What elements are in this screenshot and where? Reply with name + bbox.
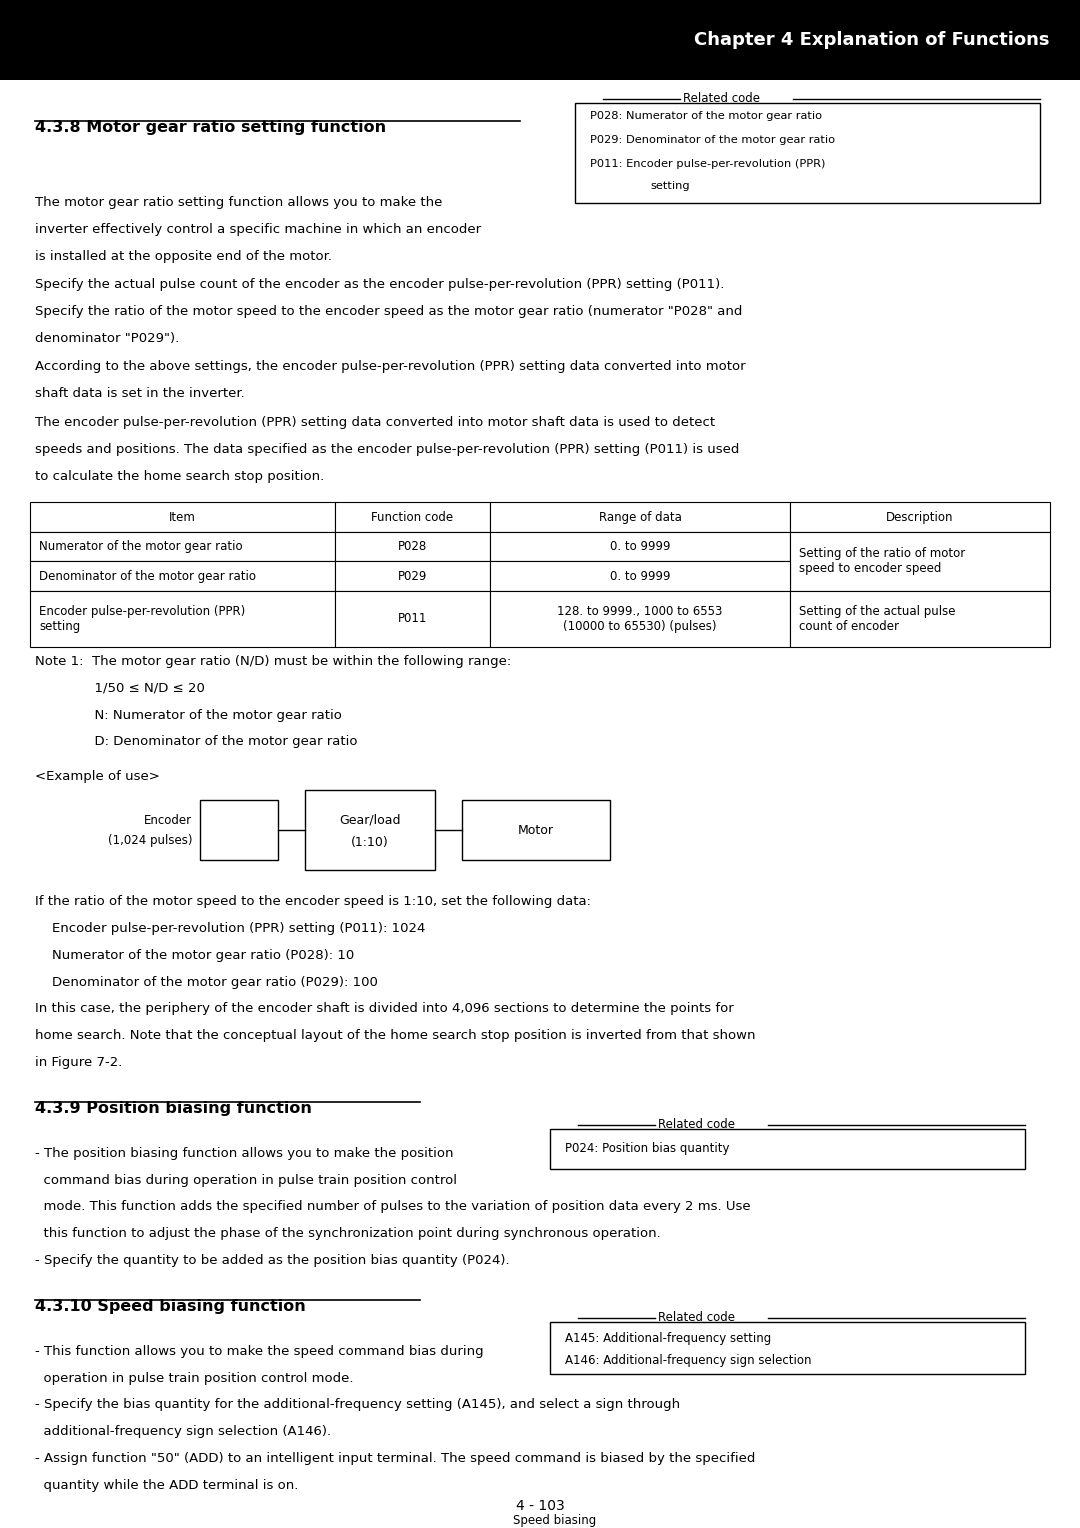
Text: P011: P011 bbox=[397, 613, 428, 625]
Text: P028: Numerator of the motor gear ratio: P028: Numerator of the motor gear ratio bbox=[590, 112, 822, 121]
Text: - The position biasing function allows you to make the position: - The position biasing function allows y… bbox=[35, 1146, 454, 1160]
Text: P028: P028 bbox=[397, 541, 427, 553]
Text: Specify the ratio of the motor speed to the encoder speed as the motor gear rati: Specify the ratio of the motor speed to … bbox=[35, 304, 742, 318]
Text: Speed biasing: Speed biasing bbox=[513, 1514, 596, 1526]
Text: operation in pulse train position control mode.: operation in pulse train position contro… bbox=[35, 1372, 353, 1384]
Bar bbox=[550, 1322, 1025, 1374]
Text: P011: Encoder pulse-per-revolution (PPR): P011: Encoder pulse-per-revolution (PPR) bbox=[590, 159, 825, 170]
Text: Related code: Related code bbox=[683, 93, 760, 105]
Bar bbox=[789, 591, 1050, 646]
Text: mode. This function adds the specified number of pulses to the variation of posi: mode. This function adds the specified n… bbox=[35, 1201, 751, 1213]
Text: command bias during operation in pulse train position control: command bias during operation in pulse t… bbox=[35, 1174, 457, 1187]
Text: in Figure 7-2.: in Figure 7-2. bbox=[35, 1056, 122, 1070]
Bar bbox=[789, 503, 1050, 532]
Text: Related code: Related code bbox=[658, 1118, 735, 1131]
Text: (1:10): (1:10) bbox=[351, 836, 389, 848]
Text: - Assign function "50" (ADD) to an intelligent input terminal. The speed command: - Assign function "50" (ADD) to an intel… bbox=[35, 1452, 755, 1465]
Text: Item: Item bbox=[170, 510, 195, 524]
Bar bbox=[335, 503, 490, 532]
Text: 4.3.10 Speed biasing function: 4.3.10 Speed biasing function bbox=[35, 1299, 306, 1314]
Text: Encoder pulse-per-revolution (PPR) setting (P011): 1024: Encoder pulse-per-revolution (PPR) setti… bbox=[35, 921, 426, 935]
Text: additional-frequency sign selection (A146).: additional-frequency sign selection (A14… bbox=[35, 1426, 332, 1438]
Text: Numerator of the motor gear ratio: Numerator of the motor gear ratio bbox=[39, 541, 243, 553]
Bar bbox=[335, 591, 490, 646]
Text: According to the above settings, the encoder pulse-per-revolution (PPR) setting : According to the above settings, the enc… bbox=[35, 361, 745, 373]
Text: inverter effectively control a specific machine in which an encoder: inverter effectively control a specific … bbox=[35, 223, 481, 235]
Text: P029: Denominator of the motor gear ratio: P029: Denominator of the motor gear rati… bbox=[590, 134, 835, 145]
Text: The encoder pulse-per-revolution (PPR) setting data converted into motor shaft d: The encoder pulse-per-revolution (PPR) s… bbox=[35, 416, 715, 429]
Text: Related code: Related code bbox=[658, 1311, 735, 1325]
Bar bbox=[305, 790, 435, 869]
Bar bbox=[335, 561, 490, 591]
Text: Description: Description bbox=[887, 510, 954, 524]
Bar bbox=[490, 532, 789, 561]
Bar bbox=[490, 503, 789, 532]
Text: denominator "P029").: denominator "P029"). bbox=[35, 332, 179, 345]
Text: 0. to 9999: 0. to 9999 bbox=[610, 570, 671, 582]
Text: 1/50 ≤ N/D ≤ 20: 1/50 ≤ N/D ≤ 20 bbox=[35, 681, 205, 695]
Bar bbox=[789, 532, 1050, 591]
Text: Numerator of the motor gear ratio (P028): 10: Numerator of the motor gear ratio (P028)… bbox=[35, 949, 354, 961]
Text: 0. to 9999: 0. to 9999 bbox=[610, 541, 671, 553]
Text: <Example of use>: <Example of use> bbox=[35, 770, 160, 784]
Text: to calculate the home search stop position.: to calculate the home search stop positi… bbox=[35, 469, 324, 483]
Text: 4 - 103: 4 - 103 bbox=[515, 1499, 565, 1513]
Text: In this case, the periphery of the encoder shaft is divided into 4,096 sections : In this case, the periphery of the encod… bbox=[35, 1002, 733, 1015]
Text: quantity while the ADD terminal is on.: quantity while the ADD terminal is on. bbox=[35, 1479, 298, 1491]
Text: 128. to 9999., 1000 to 6553
(10000 to 65530) (pulses): 128. to 9999., 1000 to 6553 (10000 to 65… bbox=[557, 605, 723, 633]
Text: Setting of the actual pulse
count of encoder: Setting of the actual pulse count of enc… bbox=[799, 605, 956, 633]
Text: - Specify the bias quantity for the additional-frequency setting (A145), and sel: - Specify the bias quantity for the addi… bbox=[35, 1398, 680, 1412]
Text: A145: Additional-frequency setting: A145: Additional-frequency setting bbox=[565, 1332, 771, 1345]
Text: P029: P029 bbox=[397, 570, 428, 582]
Text: is installed at the opposite end of the motor.: is installed at the opposite end of the … bbox=[35, 249, 332, 263]
Text: Gear/load: Gear/load bbox=[339, 813, 401, 827]
Text: - This function allows you to make the speed command bias during: - This function allows you to make the s… bbox=[35, 1345, 484, 1358]
Text: The motor gear ratio setting function allows you to make the: The motor gear ratio setting function al… bbox=[35, 196, 443, 209]
Bar bbox=[30, 591, 335, 646]
Text: Motor: Motor bbox=[518, 824, 554, 837]
Bar bbox=[30, 532, 335, 561]
Text: D: Denominator of the motor gear ratio: D: Denominator of the motor gear ratio bbox=[35, 735, 357, 749]
Text: this function to adjust the phase of the synchronization point during synchronou: this function to adjust the phase of the… bbox=[35, 1227, 661, 1241]
Text: Specify the actual pulse count of the encoder as the encoder pulse-per-revolutio: Specify the actual pulse count of the en… bbox=[35, 278, 725, 290]
Text: - Specify the quantity to be added as the position bias quantity (P024).: - Specify the quantity to be added as th… bbox=[35, 1254, 510, 1267]
Text: Denominator of the motor gear ratio (P029): 100: Denominator of the motor gear ratio (P02… bbox=[35, 975, 378, 989]
Text: Encoder pulse-per-revolution (PPR)
setting: Encoder pulse-per-revolution (PPR) setti… bbox=[39, 605, 245, 633]
Text: Note 1:  The motor gear ratio (N/D) must be within the following range:: Note 1: The motor gear ratio (N/D) must … bbox=[35, 656, 511, 668]
Text: If the ratio of the motor speed to the encoder speed is 1:10, set the following : If the ratio of the motor speed to the e… bbox=[35, 895, 591, 908]
Bar bbox=[335, 532, 490, 561]
Text: Function code: Function code bbox=[372, 510, 454, 524]
Text: 4.3.9 Position biasing function: 4.3.9 Position biasing function bbox=[35, 1100, 312, 1115]
Text: setting: setting bbox=[650, 180, 690, 191]
Bar bbox=[575, 102, 1040, 203]
Text: Setting of the ratio of motor
speed to encoder speed: Setting of the ratio of motor speed to e… bbox=[799, 547, 966, 576]
Bar bbox=[462, 801, 610, 860]
Text: Denominator of the motor gear ratio: Denominator of the motor gear ratio bbox=[39, 570, 256, 582]
Bar bbox=[490, 591, 789, 646]
Text: speeds and positions. The data specified as the encoder pulse-per-revolution (PP: speeds and positions. The data specified… bbox=[35, 443, 740, 455]
Text: home search. Note that the conceptual layout of the home search stop position is: home search. Note that the conceptual la… bbox=[35, 1028, 756, 1042]
Text: Encoder: Encoder bbox=[144, 813, 192, 827]
Bar bbox=[490, 561, 789, 591]
Bar bbox=[30, 503, 335, 532]
Bar bbox=[550, 1129, 1025, 1169]
Text: Chapter 4 Explanation of Functions: Chapter 4 Explanation of Functions bbox=[694, 31, 1050, 49]
Text: (1,024 pulses): (1,024 pulses) bbox=[108, 834, 192, 847]
Text: 4.3.8 Motor gear ratio setting function: 4.3.8 Motor gear ratio setting function bbox=[35, 121, 387, 134]
Text: shaft data is set in the inverter.: shaft data is set in the inverter. bbox=[35, 387, 245, 400]
Text: Range of data: Range of data bbox=[598, 510, 681, 524]
Text: A146: Additional-frequency sign selection: A146: Additional-frequency sign selectio… bbox=[565, 1354, 811, 1366]
Bar bbox=[30, 561, 335, 591]
Bar bbox=[0, 0, 1080, 79]
Bar bbox=[200, 801, 278, 860]
Text: P024: Position bias quantity: P024: Position bias quantity bbox=[565, 1143, 729, 1155]
Text: N: Numerator of the motor gear ratio: N: Numerator of the motor gear ratio bbox=[35, 709, 342, 721]
